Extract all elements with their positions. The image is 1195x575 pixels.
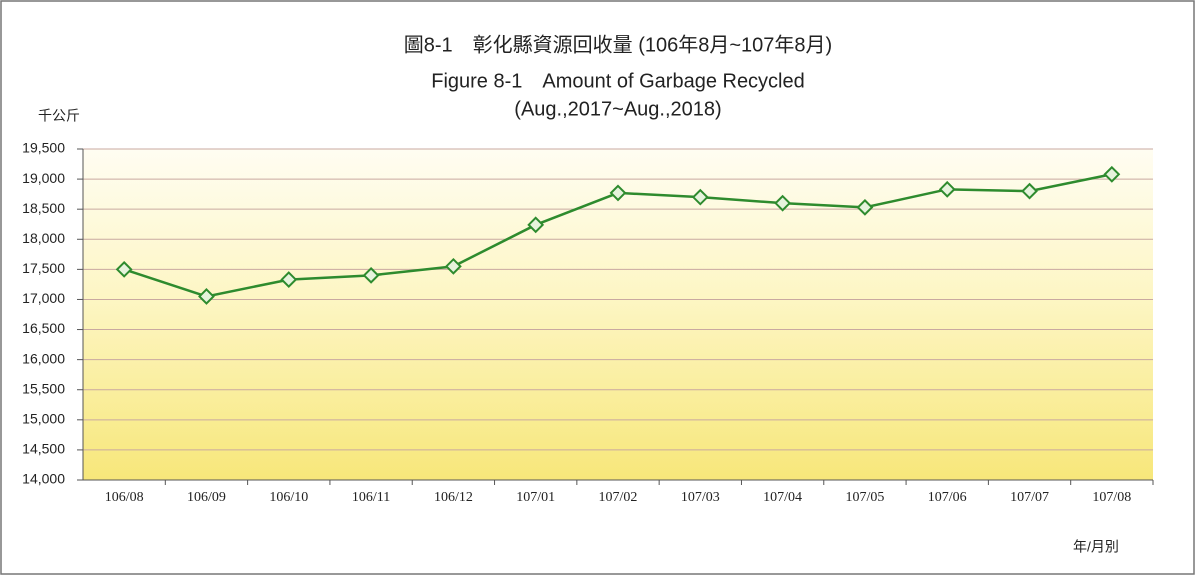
x-axis-label: 年/月別 (1073, 539, 1119, 555)
marker (280, 271, 298, 289)
x-tick-label: 107/07 (1010, 490, 1049, 505)
chart-subtitle: Figure 8-1 Amount of Garbage Recycled (431, 70, 805, 92)
x-tick-label: 106/12 (434, 490, 473, 505)
marker (609, 184, 627, 202)
chart-title: 圖8-1 彰化縣資源回收量 (106年8月~107年8月) (404, 33, 832, 56)
marker (938, 180, 956, 198)
x-tick-label: 107/08 (1092, 490, 1131, 505)
marker (444, 257, 462, 275)
x-tick-label: 107/06 (928, 490, 967, 505)
marker (198, 288, 215, 305)
y-tick-label: 16,000 (22, 350, 65, 366)
plot-area (83, 149, 1153, 480)
x-tick-label: 106/09 (187, 490, 226, 505)
chart-subtitle: (Aug.,2017~Aug.,2018) (514, 98, 721, 120)
y-tick-label: 15,500 (22, 380, 65, 396)
y-tick-label: 17,000 (22, 290, 65, 306)
marker (691, 188, 709, 206)
y-tick-label: 14,000 (22, 471, 65, 487)
marker (115, 260, 133, 278)
x-tick-label: 106/10 (269, 490, 308, 505)
x-tick-label: 106/11 (352, 490, 390, 505)
x-tick-label: 107/03 (681, 490, 720, 505)
marker (774, 194, 792, 212)
marker (527, 216, 545, 234)
y-tick-label: 16,500 (22, 320, 65, 336)
y-tick-label: 18,000 (22, 230, 65, 246)
x-tick-label: 106/08 (105, 490, 144, 505)
y-tick-label: 19,000 (22, 170, 65, 186)
x-tick-label: 107/02 (599, 490, 638, 505)
marker (362, 266, 380, 284)
marker (856, 198, 874, 216)
y-axis-label: 千公斤 (38, 108, 80, 124)
marker (1103, 165, 1121, 183)
y-tick-label: 17,500 (22, 260, 65, 276)
y-tick-label: 14,500 (22, 441, 65, 457)
x-tick-label: 107/04 (763, 490, 802, 505)
marker (1021, 182, 1038, 200)
y-tick-label: 18,500 (22, 200, 65, 216)
x-tick-label: 107/05 (845, 490, 884, 505)
y-tick-label: 15,000 (22, 411, 65, 427)
x-tick-label: 107/01 (516, 490, 555, 505)
y-tick-label: 19,500 (22, 140, 65, 156)
